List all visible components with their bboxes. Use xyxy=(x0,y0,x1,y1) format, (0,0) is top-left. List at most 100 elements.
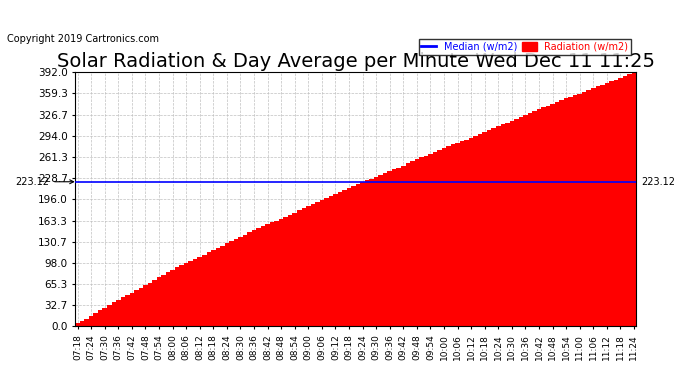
Bar xyxy=(166,272,170,327)
Bar xyxy=(550,104,555,327)
Bar xyxy=(220,246,225,327)
Bar xyxy=(397,168,401,327)
Bar xyxy=(206,252,211,327)
Bar xyxy=(229,242,234,327)
Bar xyxy=(319,200,324,327)
Bar xyxy=(297,210,302,327)
Bar xyxy=(302,208,306,327)
Bar xyxy=(238,237,243,327)
Bar xyxy=(460,141,464,327)
Bar xyxy=(505,123,509,327)
Bar xyxy=(469,138,473,327)
Text: Copyright 2019 Cartronics.com: Copyright 2019 Cartronics.com xyxy=(7,34,159,44)
Bar xyxy=(93,313,98,327)
Bar xyxy=(424,156,428,327)
Bar xyxy=(337,192,342,327)
Bar xyxy=(604,83,609,327)
Bar xyxy=(388,171,392,327)
Bar xyxy=(293,213,297,327)
Bar xyxy=(252,230,256,327)
Bar xyxy=(107,304,112,327)
Bar xyxy=(546,106,550,327)
Bar xyxy=(306,206,310,327)
Text: 223.12: 223.12 xyxy=(15,177,74,187)
Bar xyxy=(613,80,618,327)
Bar xyxy=(519,117,523,327)
Bar xyxy=(184,263,188,327)
Bar xyxy=(256,228,261,327)
Bar xyxy=(406,164,410,327)
Bar xyxy=(98,310,103,327)
Bar xyxy=(170,270,175,327)
Bar xyxy=(537,109,541,327)
Bar xyxy=(197,257,202,327)
Bar xyxy=(374,177,378,327)
Bar xyxy=(532,111,537,327)
Bar xyxy=(215,248,220,327)
Bar xyxy=(415,159,419,327)
Bar xyxy=(315,202,319,327)
Bar xyxy=(591,88,595,327)
Bar xyxy=(514,119,519,327)
Bar xyxy=(347,189,351,327)
Bar xyxy=(564,98,569,327)
Bar xyxy=(419,158,424,327)
Bar xyxy=(541,107,546,327)
Bar xyxy=(392,169,397,327)
Bar xyxy=(455,143,460,327)
Bar xyxy=(369,179,374,327)
Bar xyxy=(130,292,134,327)
Text: 223.12: 223.12 xyxy=(641,177,675,187)
Bar xyxy=(627,75,631,327)
Bar xyxy=(103,308,107,327)
Bar xyxy=(179,265,184,327)
Bar xyxy=(560,100,564,327)
Bar xyxy=(578,94,582,327)
Bar xyxy=(152,280,157,327)
Bar xyxy=(509,121,514,327)
Bar xyxy=(148,283,152,327)
Bar xyxy=(356,184,360,327)
Bar xyxy=(569,97,573,327)
Bar xyxy=(378,175,383,327)
Bar xyxy=(261,226,266,327)
Bar xyxy=(75,323,80,327)
Bar xyxy=(202,255,206,327)
Bar xyxy=(121,297,125,327)
Bar xyxy=(496,126,500,327)
Bar xyxy=(284,217,288,327)
Bar xyxy=(139,288,144,327)
Bar xyxy=(234,239,238,327)
Bar xyxy=(473,136,478,327)
Bar xyxy=(428,154,433,327)
Bar xyxy=(631,72,636,327)
Bar xyxy=(211,250,215,327)
Bar xyxy=(410,161,415,327)
Bar xyxy=(266,224,270,327)
Bar xyxy=(84,319,89,327)
Bar xyxy=(342,190,347,327)
Bar xyxy=(433,152,437,327)
Bar xyxy=(80,321,84,327)
Bar xyxy=(464,140,469,327)
Bar xyxy=(225,243,229,327)
Bar xyxy=(487,130,491,327)
Bar xyxy=(193,259,197,327)
Bar xyxy=(600,85,604,327)
Bar xyxy=(582,92,586,327)
Bar xyxy=(491,128,496,327)
Bar xyxy=(288,215,293,327)
Bar xyxy=(175,267,179,327)
Bar xyxy=(112,302,116,327)
Bar xyxy=(528,113,532,327)
Bar xyxy=(609,81,613,327)
Bar xyxy=(573,95,578,327)
Bar xyxy=(482,132,487,327)
Bar xyxy=(451,144,455,327)
Bar xyxy=(89,316,93,327)
Bar xyxy=(446,146,451,327)
Title: Solar Radiation & Day Average per Minute Wed Dec 11 11:25: Solar Radiation & Day Average per Minute… xyxy=(57,52,655,70)
Bar xyxy=(622,76,627,327)
Bar xyxy=(586,90,591,327)
Bar xyxy=(161,275,166,327)
